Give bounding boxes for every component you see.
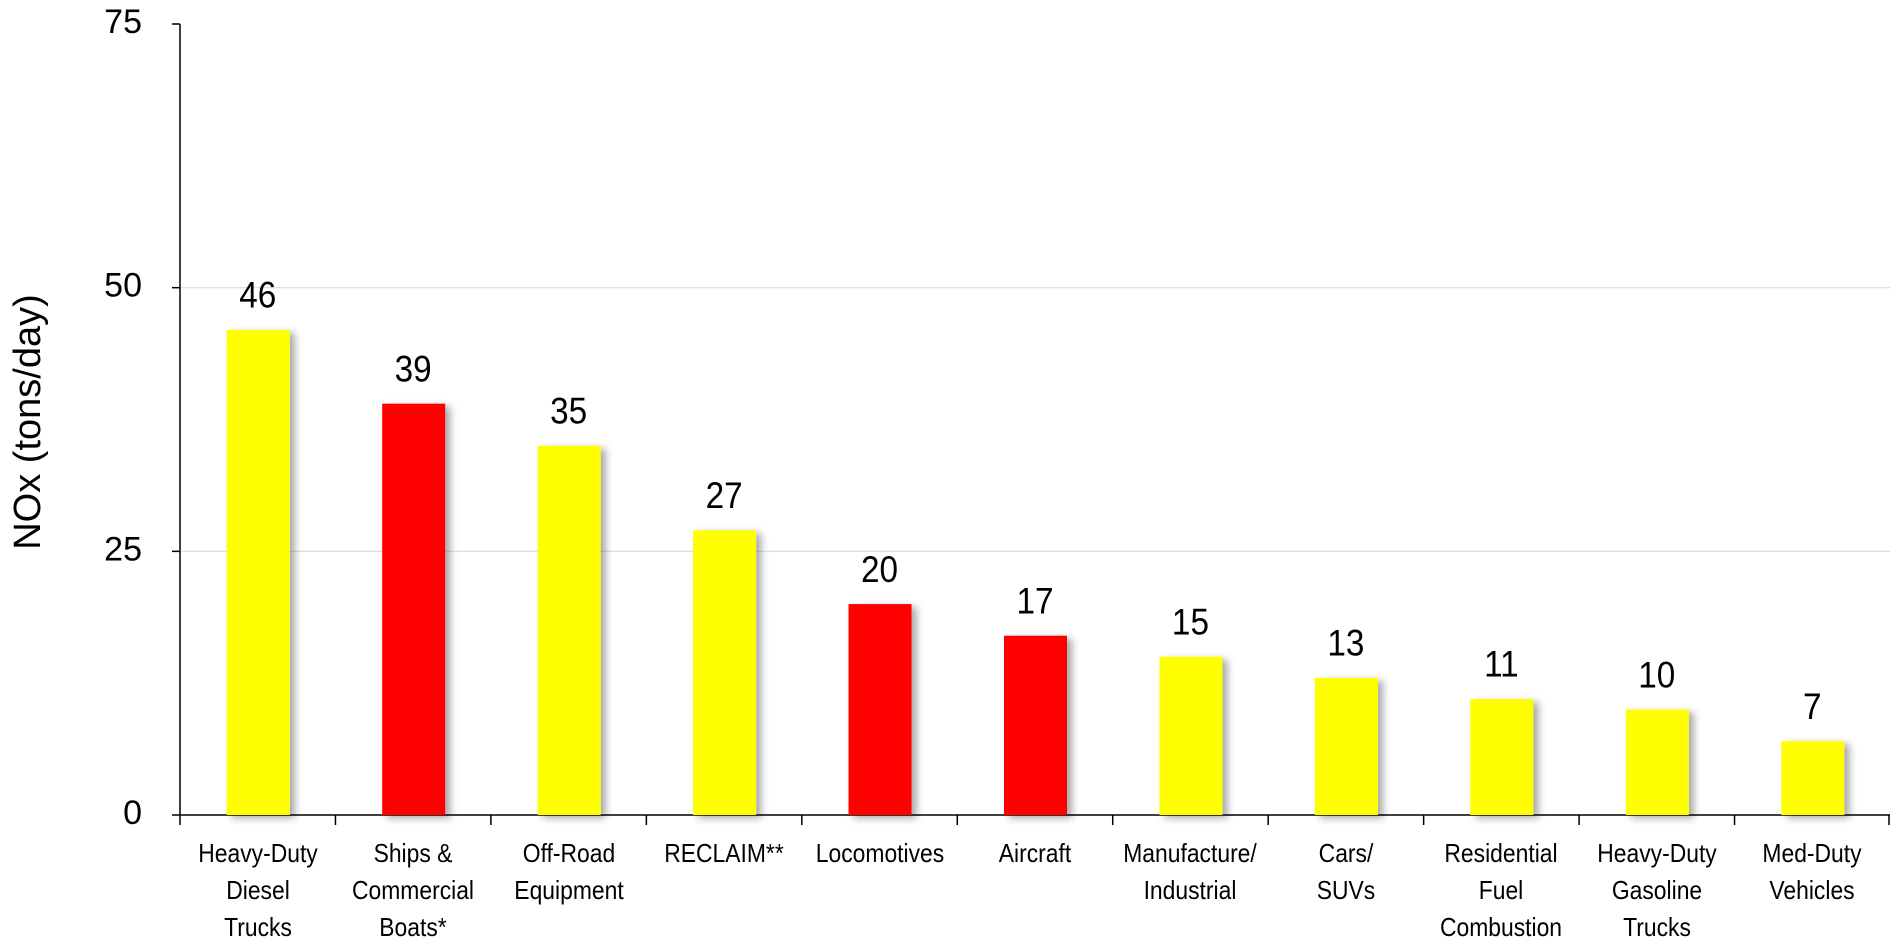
bar [848, 604, 912, 815]
x-tick-label: Heavy-Duty Gasoline Trucks [1597, 838, 1717, 942]
value-label: 27 [706, 475, 743, 516]
x-tick-label: Med-Duty Vehicles [1762, 838, 1862, 905]
value-label: 20 [861, 549, 898, 590]
x-tick-label: Heavy-Duty Diesel Trucks [197, 838, 318, 942]
bar [226, 329, 290, 815]
y-tick-label: 50 [104, 267, 142, 305]
x-tick-label: RECLAIM** [664, 838, 784, 868]
value-label: 10 [1638, 655, 1675, 696]
value-label: 7 [1803, 686, 1822, 727]
value-label: 11 [1484, 644, 1519, 685]
bar [1314, 677, 1378, 815]
bar [537, 445, 601, 815]
x-tick-label: Locomotives [815, 838, 944, 868]
y-axis-title: NOx (tons/day) [7, 294, 49, 550]
y-tick-label: 0 [123, 794, 142, 832]
x-tick-label: Off-Road Equipment [513, 838, 624, 905]
value-label: 17 [1016, 581, 1053, 622]
bar [1004, 635, 1067, 815]
value-label: 15 [1172, 602, 1209, 643]
value-label: 13 [1327, 623, 1364, 664]
y-tick-label: 75 [104, 3, 142, 41]
y-tick-label: 25 [104, 530, 142, 568]
bar [1625, 709, 1689, 815]
bar [1470, 698, 1534, 815]
bar [1159, 656, 1223, 815]
bar [382, 403, 446, 815]
x-tick-label: Residential Fuel Combustion [1440, 838, 1563, 942]
x-tick-label: Aircraft [998, 838, 1072, 868]
x-tick-label: Cars/ SUVs [1316, 838, 1376, 905]
x-tick-label: Manufacture/ Industrial [1123, 838, 1258, 905]
value-label: 35 [550, 391, 587, 432]
value-label: 39 [395, 349, 432, 390]
value-label: 46 [239, 275, 276, 316]
bar [1781, 741, 1845, 815]
bar [693, 530, 757, 815]
x-tick-label: Ships & Commercial Boats* [352, 838, 475, 942]
